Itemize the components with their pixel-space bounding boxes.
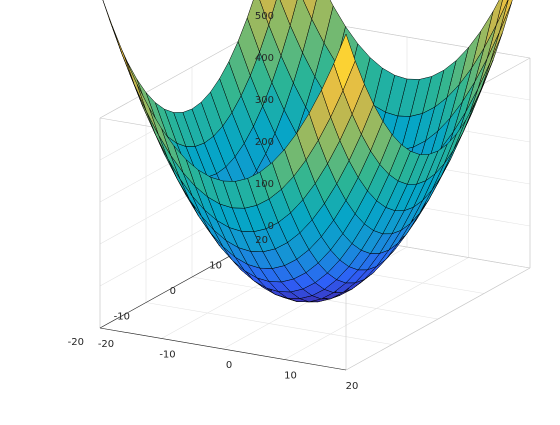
floor-grid-line	[146, 303, 392, 345]
z-tick-label: 0	[268, 221, 274, 232]
surface-plot	[100, 0, 530, 302]
x-tick-label: 0	[226, 360, 232, 371]
y-tick-label: 0	[170, 286, 176, 297]
z-tick-label: 100	[255, 179, 274, 190]
x-tick-label: -10	[159, 350, 175, 361]
y-tick-label: -20	[68, 337, 84, 348]
y-tick-label: -10	[114, 312, 130, 323]
x-tick-label: 10	[284, 371, 297, 382]
z-tick-label: 200	[255, 137, 274, 148]
surface-patch	[100, 0, 122, 53]
y-tick-label: 10	[209, 261, 222, 272]
x-axis-line	[100, 328, 346, 370]
x-tick-label: -20	[98, 339, 114, 350]
surface-patch	[112, 26, 134, 83]
z-tick-label: 500	[255, 11, 274, 22]
y-tick-label: 20	[255, 235, 268, 246]
box-edge	[346, 268, 530, 370]
x-tick-label: 20	[346, 381, 359, 392]
z-tick-label: 400	[255, 53, 274, 64]
z-tick-label: 300	[255, 95, 274, 106]
